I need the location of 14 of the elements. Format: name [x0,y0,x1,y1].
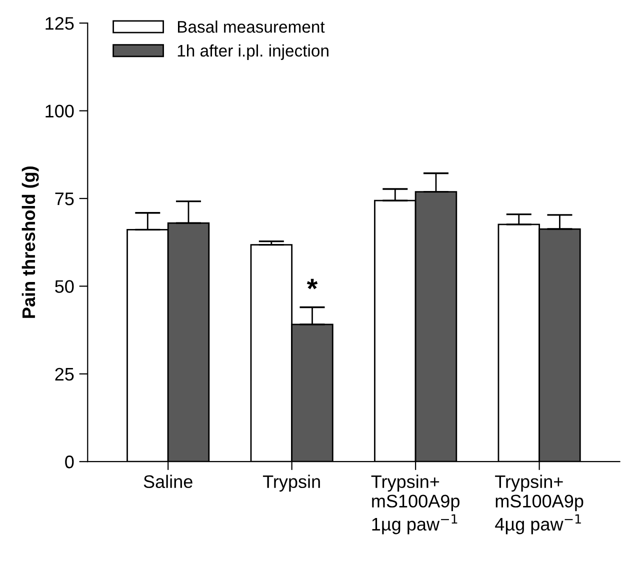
x-tick-label: Trypsin [262,474,320,492]
y-tick-label: 75 [55,192,74,206]
y-tick-label: 100 [46,104,74,118]
y-axis-title: Pain threshold (g) [22,166,39,318]
y-tick-label: 50 [55,280,74,293]
x-tick-label: Trypsin+ mS100A9p 4µg paw$^{−1}$ [495,474,584,534]
legend-label: 1h after i.pl. injection [178,44,328,60]
y-tick-label: 25 [55,368,74,381]
annotation: * [306,278,318,290]
y-tick-label: 0 [65,456,74,468]
x-tick-label: Saline [144,474,192,488]
x-tick-label: Trypsin+ mS100A9p 1µg paw$^{−1}$ [371,474,460,534]
y-tick-label: 125 [46,17,74,30]
legend-label: Basal measurement [178,20,325,33]
